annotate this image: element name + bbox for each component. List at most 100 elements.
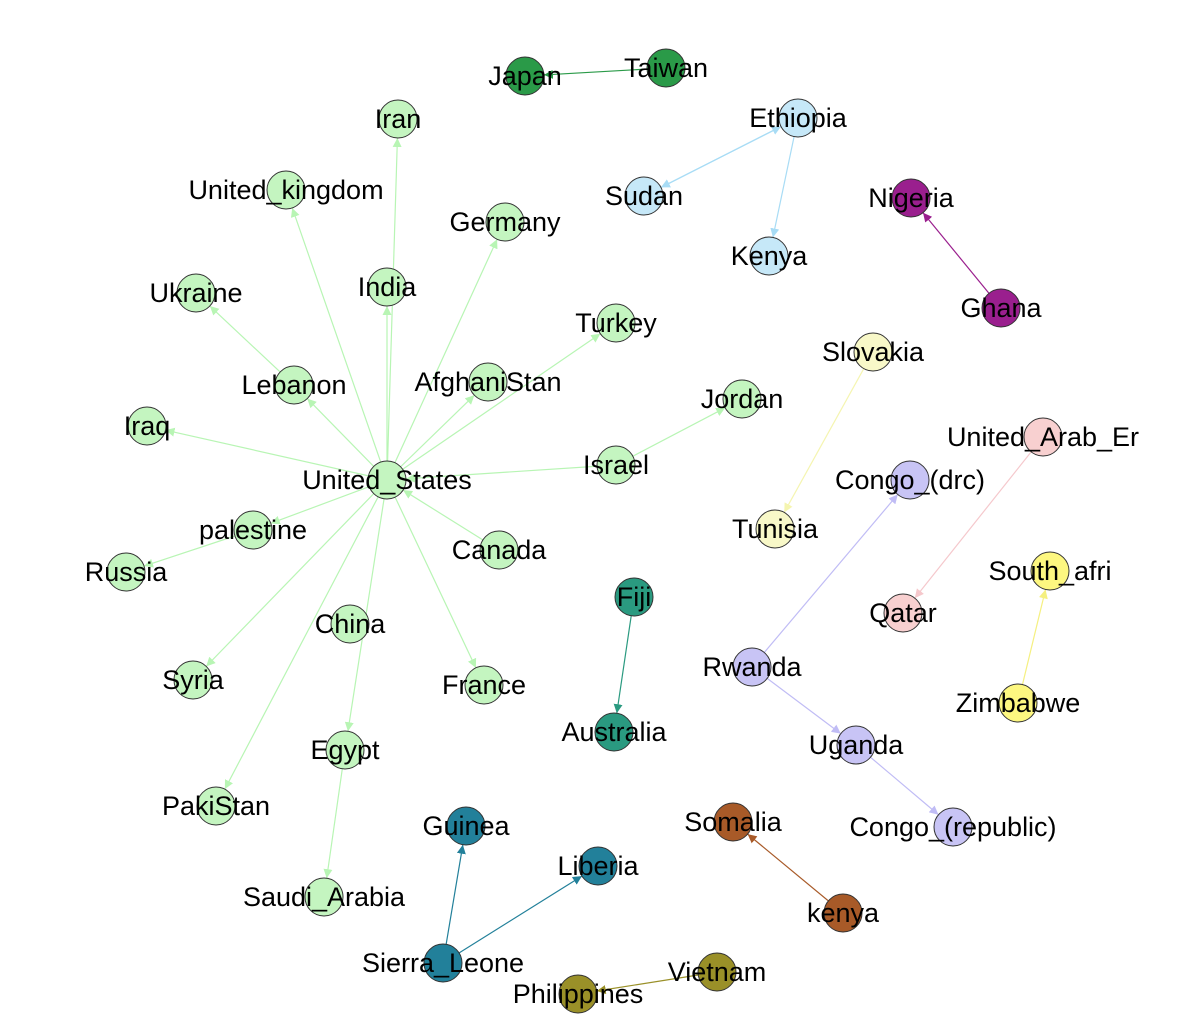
node-sierra-leone[interactable]: [423, 943, 463, 983]
node-label-kenya-low: kenya: [807, 898, 880, 928]
node-label-uganda: Uganda: [809, 730, 905, 760]
node-label-france: France: [442, 670, 526, 700]
node-label-taiwan: Taiwan: [624, 53, 708, 83]
edge-united_states-to-germany: [386, 239, 498, 481]
node-slovakia[interactable]: [853, 332, 893, 372]
node-ghana[interactable]: [981, 288, 1021, 328]
node-label-sudan: Sudan: [605, 181, 683, 211]
node-label-qatar: Qatar: [869, 598, 937, 628]
edge-fiji-to-australia: [613, 596, 635, 714]
edge-vietnam-to-philippines: [596, 971, 718, 995]
node-label-tunisia: Tunisia: [732, 514, 819, 544]
node-iraq[interactable]: [127, 406, 167, 446]
node-label-germany: Germany: [449, 207, 561, 237]
node-label-united-states: United_States: [302, 465, 472, 495]
node-india[interactable]: [367, 267, 407, 307]
edge-ethiopia-to-kenya_cap: [770, 117, 799, 238]
node-egypt[interactable]: [325, 730, 365, 770]
node-jordan[interactable]: [722, 379, 762, 419]
edge-kenya_low-to-somalia: [747, 833, 844, 914]
node-japan[interactable]: [505, 56, 545, 96]
node-label-turkey: Turkey: [575, 308, 657, 338]
node-label-palestine: palestine: [199, 515, 307, 545]
edge-united_states-to-afghanistan: [386, 394, 475, 481]
node-united-kingdom[interactable]: [266, 170, 306, 210]
node-label-nigeria: Nigeria: [868, 183, 955, 213]
node-label-sierra-leone: Sierra_Leone: [362, 948, 524, 978]
node-saudi-arabia[interactable]: [304, 877, 344, 917]
edge-united_states-to-turkey: [386, 333, 601, 481]
node-label-egypt: Egypt: [310, 735, 380, 765]
node-label-united-kingdom: United_kingdom: [188, 175, 383, 205]
node-qatar[interactable]: [883, 593, 923, 633]
edge-israel-to-jordan: [615, 407, 726, 466]
node-label-canada: Canada: [452, 535, 548, 565]
node-germany[interactable]: [485, 202, 525, 242]
node-philippines[interactable]: [558, 974, 598, 1014]
edge-rwanda-to-congo_drc: [751, 494, 899, 668]
node-syria[interactable]: [173, 660, 213, 700]
node-vietnam[interactable]: [697, 952, 737, 992]
node-label-fiji: Fiji: [617, 582, 652, 612]
edge-sierra_leone-to-liberia: [442, 875, 583, 964]
node-ethiopia[interactable]: [778, 98, 818, 138]
node-rwanda[interactable]: [732, 647, 772, 687]
edge-united_states-to-iran: [386, 137, 402, 481]
node-label-somalia: Somalia: [684, 807, 783, 837]
node-guinea[interactable]: [446, 806, 486, 846]
edge-united_states-to-palestine: [270, 479, 388, 525]
node-south-africa[interactable]: [1030, 551, 1070, 591]
node-label-liberia: Liberia: [557, 851, 639, 881]
edge-united_states-to-syria: [205, 479, 388, 667]
node-liberia[interactable]: [578, 846, 618, 886]
node-france[interactable]: [464, 665, 504, 705]
node-united-states[interactable]: [367, 460, 407, 500]
node-afghanistan[interactable]: [468, 362, 508, 402]
edge-taiwan-to-japan: [543, 67, 667, 79]
node-kenya-low[interactable]: [823, 893, 863, 933]
edge-united_states-to-united_kingdom: [290, 207, 388, 481]
node-israel[interactable]: [596, 445, 636, 485]
node-ukraine[interactable]: [176, 273, 216, 313]
edge-israel-to-united_states: [405, 464, 617, 483]
node-uae[interactable]: [1023, 417, 1063, 457]
edge-slovakia-to-tunisia: [783, 351, 874, 513]
node-label-india: India: [358, 272, 418, 302]
node-fiji[interactable]: [614, 577, 654, 617]
node-pakistan[interactable]: [196, 786, 236, 826]
node-palestine[interactable]: [233, 510, 273, 550]
node-turkey[interactable]: [596, 303, 636, 343]
node-taiwan[interactable]: [646, 48, 686, 88]
node-sudan[interactable]: [624, 176, 664, 216]
node-zimbabwe[interactable]: [998, 683, 1038, 723]
node-nigeria[interactable]: [891, 178, 931, 218]
node-somalia[interactable]: [713, 802, 753, 842]
node-iran[interactable]: [378, 99, 418, 139]
edge-egypt-to-saudi_arabia: [323, 749, 346, 879]
node-label-pakistan: PakiStan: [162, 791, 270, 821]
node-label-kenya-cap: Kenya: [731, 241, 809, 271]
node-label-ghana: Ghana: [960, 293, 1042, 323]
node-tunisia[interactable]: [755, 509, 795, 549]
edge-sudan-to-ethiopia: [643, 126, 782, 197]
node-uganda[interactable]: [836, 725, 876, 765]
node-congo-drc[interactable]: [890, 460, 930, 500]
edge-united_states-to-france: [386, 479, 477, 669]
node-label-lebanon: Lebanon: [241, 370, 346, 400]
node-label-ethiopia: Ethiopia: [749, 103, 848, 133]
nodes-layer: [106, 48, 1070, 1014]
node-label-china: China: [315, 609, 387, 639]
node-label-iraq: Iraq: [124, 411, 171, 441]
node-lebanon[interactable]: [274, 365, 314, 405]
node-canada[interactable]: [479, 530, 519, 570]
node-label-japan: Japan: [488, 61, 562, 91]
node-label-vietnam: Vietnam: [668, 957, 767, 987]
node-china[interactable]: [330, 604, 370, 644]
node-kenya-cap[interactable]: [749, 236, 789, 276]
edge-uae-to-qatar: [914, 436, 1044, 599]
node-label-australia: Australia: [561, 717, 667, 747]
node-russia[interactable]: [106, 552, 146, 592]
node-congo-rep[interactable]: [933, 807, 973, 847]
node-australia[interactable]: [594, 712, 634, 752]
